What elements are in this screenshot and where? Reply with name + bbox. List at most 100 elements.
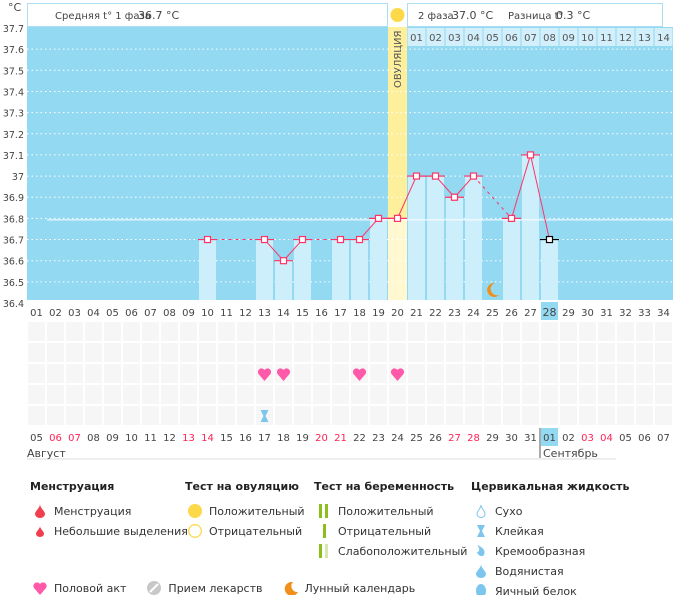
symbol-cell [541, 322, 558, 341]
heart-icon [390, 368, 405, 381]
date-label: 13 [182, 433, 195, 444]
y-tick-label: 37 [12, 172, 24, 183]
cycle-day-label: 29 [562, 308, 575, 319]
moon-icon [281, 581, 301, 595]
symbol-cell [351, 322, 368, 341]
symbol-cell [180, 322, 197, 341]
phase1-avg-label: Средняя t° 1 фаза [55, 11, 151, 22]
symbol-cell [332, 364, 349, 383]
symbol-cell [47, 343, 64, 362]
symbol-cell [218, 343, 235, 362]
phase1-box [27, 3, 388, 27]
symbol-cell [408, 322, 425, 341]
date-label: 12 [163, 433, 176, 444]
temperature-point [393, 214, 402, 222]
symbol-cell [294, 322, 311, 341]
symbol-cell [332, 322, 349, 341]
symbol-cell [465, 406, 482, 425]
temperature-bar [294, 239, 311, 300]
circle-yellow-filled-icon [185, 504, 205, 518]
symbol-cell [522, 406, 539, 425]
symbol-cell [85, 406, 102, 425]
symbol-cell [85, 343, 102, 362]
symbol-cell [161, 406, 178, 425]
symbol-cell [161, 322, 178, 341]
y-tick-label: 37.7 [3, 24, 24, 35]
next-cycle-day-label: 07 [524, 33, 537, 44]
symbol-cell [104, 406, 121, 425]
symbol-cell [294, 385, 311, 404]
symbol-cell [218, 385, 235, 404]
next-cycle-day-cell [597, 28, 616, 46]
symbol-cell [598, 322, 615, 341]
symbol-cell [465, 343, 482, 362]
cream-drop-icon [471, 544, 491, 558]
cycle-day-label: 12 [239, 308, 252, 319]
symbol-cell [370, 364, 387, 383]
date-label: 18 [277, 433, 290, 444]
symbol-cell [503, 343, 520, 362]
symbol-cell [427, 406, 444, 425]
symbol-cell [579, 406, 596, 425]
current-day-highlight [541, 302, 558, 320]
temperature-bar [351, 239, 368, 300]
temperature-bar [256, 239, 273, 300]
y-tick-label: 37.4 [3, 87, 24, 98]
symbol-cell [636, 406, 653, 425]
cycle-day-label: 01 [30, 308, 43, 319]
temperature-bar [503, 218, 520, 300]
legend-label: Яичный белок [495, 584, 577, 595]
symbol-cell [332, 343, 349, 362]
symbol-cell [123, 406, 140, 425]
symbol-cell [541, 406, 558, 425]
temperature-bar [370, 218, 387, 300]
symbol-cell [465, 364, 482, 383]
cycle-day-label: 28 [543, 306, 557, 319]
symbol-cell [408, 364, 425, 383]
date-label: 29 [486, 433, 499, 444]
temperature-point [412, 172, 421, 180]
y-tick-label: 37.5 [3, 66, 24, 77]
symbol-cell [256, 322, 273, 341]
cycle-day-label: 17 [334, 308, 347, 319]
temperature-bar [446, 197, 463, 300]
symbol-cell [237, 322, 254, 341]
symbol-cell [218, 364, 235, 383]
cycle-day-label: 19 [372, 308, 385, 319]
symbol-cell [427, 343, 444, 362]
legend-label: Лунный календарь [304, 581, 416, 595]
symbol-cell [484, 406, 501, 425]
symbol-cell [275, 343, 292, 362]
symbol-cell [636, 364, 653, 383]
y-tick-label: 37.2 [3, 130, 24, 141]
date-label: 04 [600, 433, 613, 444]
temperature-point [450, 193, 459, 201]
symbol-cell [560, 322, 577, 341]
cycle-day-label: 10 [201, 308, 214, 319]
symbol-cell [541, 364, 558, 383]
symbol-cell [655, 385, 672, 404]
symbol-cell [598, 406, 615, 425]
date-label: 26 [429, 433, 442, 444]
moon-icon [487, 282, 499, 297]
temperature-point [336, 235, 345, 244]
y-tick-label: 36.8 [3, 214, 24, 225]
symbol-cell [465, 322, 482, 341]
symbol-cell [256, 385, 273, 404]
symbol-cell [389, 343, 406, 362]
symbol-cell [142, 322, 159, 341]
month-label-august: Август [27, 447, 66, 460]
symbol-cell [427, 322, 444, 341]
symbol-cell [408, 343, 425, 362]
phase2-box [407, 3, 663, 27]
symbol-cell [161, 364, 178, 383]
circle-yellow-outline-icon [185, 524, 205, 538]
temperature-point [203, 235, 212, 244]
next-cycle-day-label: 13 [638, 33, 651, 44]
cycle-day-label: 25 [486, 308, 499, 319]
symbol-cell [522, 343, 539, 362]
ovulation-label: ОВУЛЯЦИЯ [393, 31, 404, 89]
symbol-cell [636, 343, 653, 362]
cycle-day-label: 27 [524, 308, 537, 319]
legend-label: Сухо [495, 504, 523, 518]
